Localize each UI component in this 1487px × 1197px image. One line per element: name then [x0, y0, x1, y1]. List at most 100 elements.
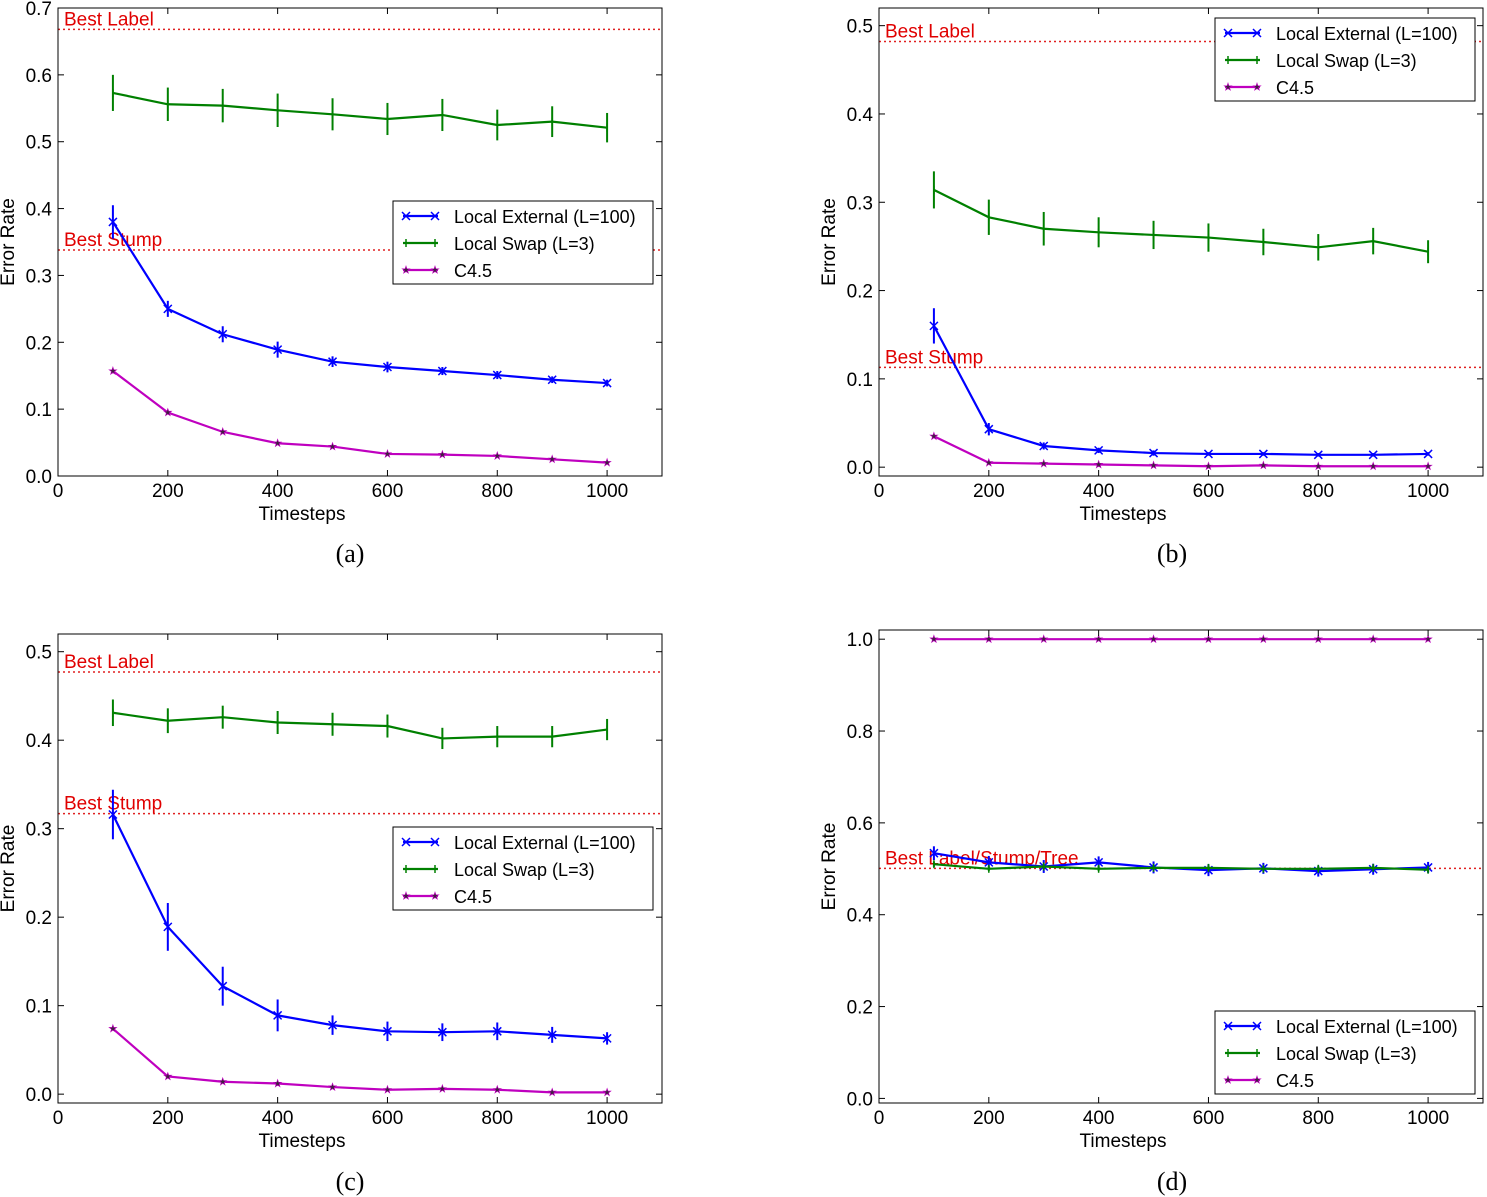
y-tick-label: 0.4 — [847, 105, 874, 126]
x-marker — [1313, 450, 1323, 460]
x-tick-label: 0 — [53, 1108, 64, 1129]
star-marker — [163, 407, 173, 417]
star-marker — [1093, 459, 1104, 469]
star-marker — [163, 1071, 173, 1081]
star-marker — [382, 448, 393, 458]
x-tick-label: 200 — [152, 481, 184, 502]
x-marker — [492, 1026, 502, 1036]
star-marker — [929, 431, 939, 441]
x-axis-label: Timesteps — [259, 504, 346, 525]
star-marker — [1203, 634, 1214, 644]
star-marker — [1252, 82, 1262, 91]
reference-line-label: Best Label — [64, 652, 154, 673]
axes-frame — [57, 7, 663, 477]
x-axis-label: Timesteps — [259, 1131, 346, 1152]
legend-label: Local External (L=100) — [454, 833, 636, 853]
star-marker — [492, 450, 502, 460]
star-marker — [492, 1084, 502, 1094]
star-marker — [218, 426, 228, 436]
x-marker — [437, 1027, 447, 1037]
series-line — [932, 325, 1429, 456]
star-marker — [984, 457, 994, 467]
x-marker — [382, 1026, 392, 1036]
reference-line-label: Best Stump — [885, 347, 983, 368]
x-marker — [273, 1010, 283, 1020]
series-line — [933, 435, 1429, 468]
subplot-caption: (c) — [336, 1167, 365, 1196]
x-tick-label: 800 — [481, 481, 513, 502]
x-marker — [1094, 445, 1104, 455]
x-marker — [430, 837, 440, 847]
series-line — [933, 188, 1429, 253]
series-line — [112, 711, 608, 740]
x-marker — [1223, 28, 1233, 38]
x-tick-label: 400 — [262, 1108, 294, 1129]
y-tick-label: 0.3 — [26, 266, 52, 287]
x-marker — [401, 837, 411, 847]
star-marker — [1223, 82, 1233, 91]
star-marker — [1039, 458, 1049, 468]
x-marker — [547, 1030, 557, 1040]
x-marker — [273, 345, 283, 355]
star-marker — [1203, 461, 1214, 471]
x-tick-label: 400 — [262, 481, 294, 502]
x-tick-label: 400 — [1083, 1108, 1115, 1129]
y-tick-label: 0.0 — [847, 1089, 873, 1110]
x-marker — [984, 857, 994, 867]
star-marker — [1093, 634, 1104, 644]
x-axis-label: Timesteps — [1080, 504, 1167, 525]
y-tick-label: 0.2 — [847, 282, 873, 303]
legend: Local External (L=100) Local Swap (L=3) C4… — [392, 826, 654, 911]
x-tick-label: 400 — [1083, 481, 1115, 502]
star-marker — [1223, 1075, 1233, 1084]
star-marker — [382, 1084, 393, 1094]
x-marker — [1258, 449, 1268, 459]
y-axis-label: Error Rate — [0, 825, 19, 913]
star-marker — [218, 1076, 228, 1086]
star-marker — [272, 438, 283, 448]
subplot-b: Best Label Best Stump 0 200 400 600 800 1000 0.0… — [819, 7, 1484, 568]
star-marker — [108, 366, 118, 376]
y-tick-label: 0.2 — [26, 908, 52, 929]
x-marker — [328, 1020, 338, 1030]
axes-frame — [57, 633, 663, 1104]
x-marker — [929, 848, 939, 858]
x-marker — [1252, 1021, 1262, 1031]
y-axis-label: Error Rate — [819, 823, 840, 911]
star-marker — [327, 1082, 338, 1092]
x-tick-label: 1000 — [586, 481, 628, 502]
x-marker — [1203, 449, 1213, 459]
legend-label: C4.5 — [1276, 78, 1314, 98]
subplot-caption: (a) — [336, 539, 365, 568]
series-local-swap-l-3- — [111, 699, 609, 750]
series-line — [112, 370, 608, 464]
x-marker — [382, 362, 392, 372]
axes-frame — [878, 629, 1484, 1104]
y-tick-label: 0.1 — [847, 370, 873, 391]
x-marker — [218, 981, 228, 991]
x-marker — [1368, 450, 1378, 460]
star-marker — [1313, 461, 1323, 471]
x-marker — [401, 211, 411, 221]
x-marker — [984, 424, 994, 434]
star-marker — [1368, 634, 1378, 644]
x-tick-label: 600 — [1193, 481, 1225, 502]
x-marker — [602, 378, 612, 388]
star-marker — [1368, 461, 1378, 471]
y-tick-label: 0.3 — [847, 193, 873, 214]
x-marker — [602, 1033, 612, 1043]
legend-label: Local External (L=100) — [1276, 24, 1458, 44]
series-line — [112, 91, 608, 129]
y-tick-label: 0.4 — [26, 731, 53, 752]
x-marker — [430, 211, 440, 221]
y-axis-label: Error Rate — [0, 198, 19, 286]
legend-label: Local Swap (L=3) — [454, 860, 595, 880]
y-tick-label: 0.1 — [26, 997, 52, 1018]
y-tick-label: 0.0 — [847, 458, 873, 479]
star-marker — [437, 1083, 448, 1093]
star-marker — [1258, 460, 1269, 470]
legend: Local External (L=100) Local Swap (L=3) C4… — [392, 200, 654, 285]
reference-line-label: Best Label — [885, 22, 975, 43]
